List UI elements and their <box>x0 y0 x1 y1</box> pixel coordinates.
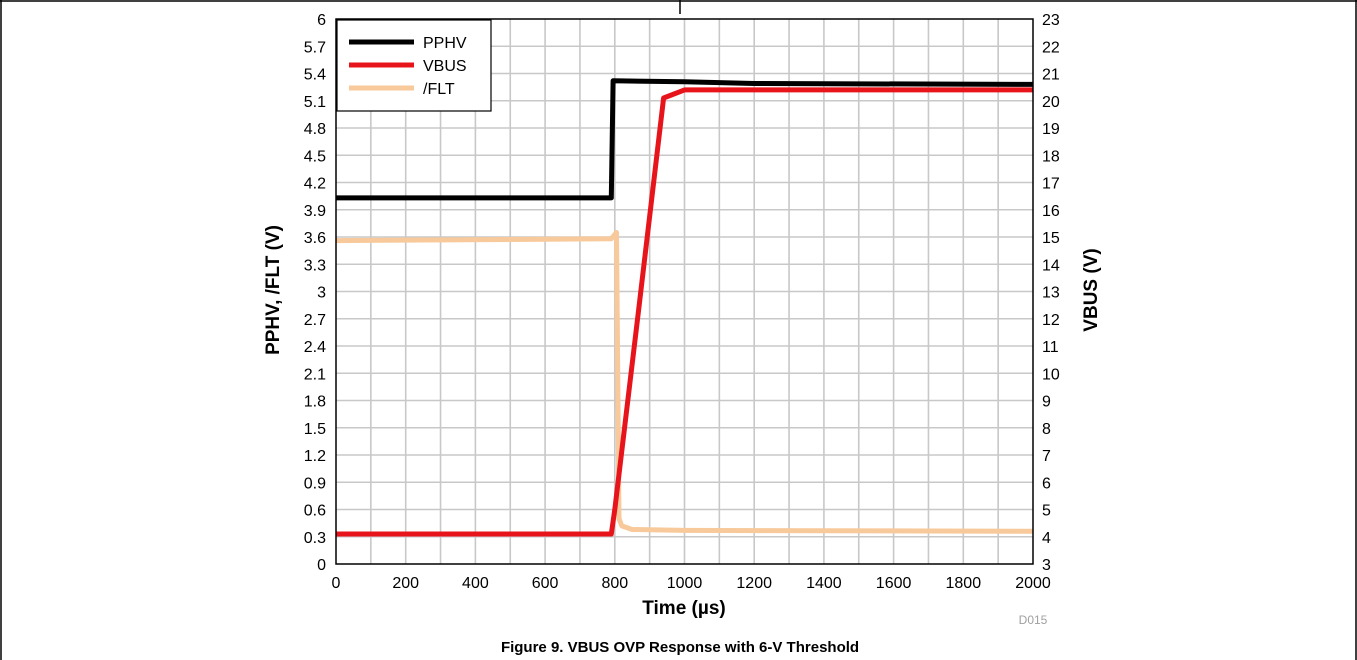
right-tick-label: 15 <box>1042 230 1060 247</box>
right-tick-label: 7 <box>1042 448 1051 465</box>
right-tick-label: 17 <box>1042 176 1060 193</box>
x-tick-label: 1400 <box>806 575 842 592</box>
left-axis-title: PPHV, /FLT (V) <box>263 225 284 355</box>
x-tick-label: 200 <box>392 575 419 592</box>
right-tick-label: 6 <box>1042 475 1051 492</box>
right-tick-label: 8 <box>1042 421 1051 438</box>
legend-label: /FLT <box>423 81 455 98</box>
x-axis-ticks: 0 200 400 600 800 1000 1200 1400 1600 1800 2000 <box>332 575 1051 592</box>
left-tick-label: 0.9 <box>304 475 326 492</box>
right-tick-label: 19 <box>1042 121 1060 138</box>
x-tick-label: 800 <box>601 575 628 592</box>
x-tick-label: 400 <box>462 575 489 592</box>
right-axis-ticks: 3 4 5 6 7 8 9 10 11 12 13 14 15 16 17 18 19 20 21 22 23 <box>1042 12 1060 574</box>
left-tick-label: 1.5 <box>304 421 326 438</box>
left-tick-label: 5.7 <box>304 39 326 56</box>
right-tick-label: 18 <box>1042 148 1060 165</box>
left-tick-label: 1.2 <box>304 448 326 465</box>
left-tick-label: 1.8 <box>304 394 326 411</box>
right-tick-label: 14 <box>1042 257 1060 274</box>
right-tick-label: 20 <box>1042 94 1060 111</box>
right-tick-label: 4 <box>1042 530 1051 547</box>
right-tick-label: 3 <box>1042 557 1051 574</box>
left-tick-label: 3.6 <box>304 230 326 247</box>
left-tick-label: 0.6 <box>304 503 326 520</box>
right-tick-label: 12 <box>1042 312 1060 329</box>
right-tick-label: 9 <box>1042 394 1051 411</box>
right-axis-title: VBUS (V) <box>1081 248 1102 331</box>
right-tick-label: 23 <box>1042 12 1060 29</box>
x-tick-label: 600 <box>532 575 559 592</box>
plot-area-border <box>335 18 1034 565</box>
series-layer <box>335 78 1034 537</box>
series-line-flt <box>335 230 1034 534</box>
figure-id-label: D015 <box>1019 613 1048 627</box>
left-tick-label: 3.9 <box>304 203 326 220</box>
series-line-pphv <box>336 78 1034 201</box>
right-tick-label: 10 <box>1042 366 1060 383</box>
right-tick-label: 22 <box>1042 39 1060 56</box>
right-tick-label: 11 <box>1042 339 1059 356</box>
left-tick-label: 4.8 <box>304 121 326 138</box>
left-tick-label: 2.4 <box>304 339 326 356</box>
left-axis-ticks: 0 0.3 0.6 0.9 1.2 1.5 1.8 2.1 2.4 2.7 3 3.3 3.6 3.9 4.… <box>304 12 326 574</box>
left-tick-label: 2.7 <box>304 312 326 329</box>
x-tick-label: 1600 <box>876 575 912 592</box>
x-axis-title: Time (µs) <box>642 598 725 619</box>
legend: PPHV VBUS/FLT <box>336 19 492 112</box>
left-tick-label: 3.3 <box>304 257 326 274</box>
right-tick-label: 5 <box>1042 503 1051 520</box>
x-tick-label: 1000 <box>667 575 703 592</box>
x-tick-label: 1800 <box>946 575 982 592</box>
left-tick-label: 4.5 <box>304 148 326 165</box>
legend-label: VBUS <box>423 58 467 75</box>
figure-caption: Figure 9. VBUS OVP Response with 6-V Thr… <box>501 639 859 656</box>
left-tick-label: 5.4 <box>304 67 326 84</box>
left-tick-label: 3 <box>317 285 326 302</box>
series-line-vbus <box>336 87 1033 537</box>
left-tick-label: 0 <box>317 557 326 574</box>
x-tick-label: 1200 <box>736 575 772 592</box>
left-tick-label: 6 <box>317 12 326 29</box>
right-tick-label: 21 <box>1042 67 1060 84</box>
right-tick-label: 13 <box>1042 285 1060 302</box>
x-tick-label: 2000 <box>1015 575 1051 592</box>
x-tick-label: 0 <box>332 575 341 592</box>
legend-label: PPHV <box>423 35 467 52</box>
right-tick-label: 16 <box>1042 203 1060 220</box>
left-tick-label: 2.1 <box>304 366 326 383</box>
left-tick-label: 4.2 <box>304 176 326 193</box>
left-tick-label: 5.1 <box>304 94 326 111</box>
left-tick-label: 0.3 <box>304 530 326 547</box>
